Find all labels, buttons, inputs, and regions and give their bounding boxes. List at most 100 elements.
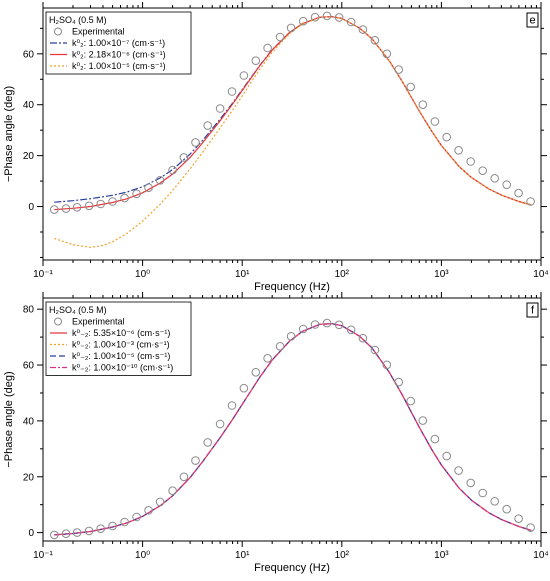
data-point <box>394 377 404 387</box>
data-point <box>370 36 380 45</box>
data-point <box>61 204 71 213</box>
x-tick-label: 10¹ <box>235 550 250 561</box>
data-point <box>418 416 428 425</box>
data-point <box>215 104 225 113</box>
data-point <box>298 16 308 26</box>
data-point <box>334 13 344 22</box>
panel-label-box <box>526 12 539 28</box>
panel-label-box <box>526 302 539 318</box>
legend-box <box>45 301 192 376</box>
legend-box <box>45 11 192 75</box>
x-tick-label: 10⁰ <box>135 550 150 561</box>
data-point <box>406 82 416 92</box>
legend-label: k⁰₂: 1.00×10⁻⁵ (cm·s⁻¹) <box>72 61 166 71</box>
data-point <box>466 157 476 166</box>
y-axis-label: −Phase angle (deg) <box>3 371 15 467</box>
data-point <box>263 354 272 363</box>
panel-f: 10⁻¹ 10⁰ 10¹ 10² 10³ 10⁴ 0 20 40 60 80 Frequency (H… <box>3 292 549 574</box>
data-point <box>179 472 189 482</box>
data-point <box>227 87 237 96</box>
legend-title: H₂SO₄ (0.5 M) <box>49 305 107 315</box>
experimental-points <box>50 318 535 540</box>
plot-frame <box>42 7 542 261</box>
data-point <box>50 530 59 540</box>
data-point <box>310 12 320 22</box>
data-point <box>120 193 129 203</box>
data-point <box>263 43 272 53</box>
data-point <box>502 180 512 189</box>
experimental-points <box>50 11 535 214</box>
data-point <box>442 132 452 142</box>
data-point <box>239 71 249 80</box>
x-tick-label: 10² <box>335 269 350 280</box>
data-point <box>322 11 332 21</box>
data-point <box>406 396 416 406</box>
data-point <box>191 138 200 147</box>
data-point <box>526 197 535 206</box>
y-tick-label: 60 <box>23 361 35 372</box>
legend-label: k⁰₂: 1.00×10⁻⁷ (cm·s⁻¹) <box>72 38 165 48</box>
data-point <box>251 56 261 66</box>
data-point <box>370 345 380 355</box>
data-point <box>310 320 320 329</box>
x-tick-label: 10³ <box>434 550 449 561</box>
data-point <box>514 188 523 198</box>
data-point <box>168 165 177 175</box>
x-tick-label: 10⁰ <box>135 269 150 280</box>
legend-title: H₂SO₄ (0.5 M) <box>49 15 107 25</box>
data-point <box>72 528 82 537</box>
data-point <box>275 342 285 351</box>
data-point <box>84 201 94 211</box>
data-point <box>61 529 71 539</box>
data-point <box>358 333 368 343</box>
x-axis-label: Frequency (Hz) <box>254 562 330 574</box>
x-tick-label: 10⁻¹ <box>33 269 53 280</box>
data-point <box>203 438 212 447</box>
data-point <box>286 332 296 341</box>
y-tick-label: 20 <box>23 472 35 483</box>
data-point <box>191 456 200 465</box>
series-line <box>54 323 532 536</box>
y-tick-label: 40 <box>23 100 35 111</box>
data-point <box>346 17 356 27</box>
data-point <box>239 383 249 393</box>
data-point <box>155 176 165 185</box>
plot-frame <box>42 297 542 542</box>
data-point <box>108 197 117 206</box>
data-point <box>430 434 440 444</box>
x-tick-label: 10¹ <box>235 269 250 280</box>
data-point <box>358 25 368 34</box>
y-tick-label: 20 <box>23 151 35 162</box>
data-point <box>275 32 285 42</box>
data-point <box>382 49 392 59</box>
data-point <box>84 526 94 536</box>
data-point <box>96 524 105 534</box>
y-tick-label: 0 <box>28 202 34 213</box>
data-point <box>466 478 476 488</box>
x-tick-label: 10⁻¹ <box>33 550 53 561</box>
data-point <box>203 121 212 130</box>
data-point <box>120 517 129 527</box>
data-point <box>430 117 440 126</box>
legend-marker <box>54 317 62 326</box>
panel-label: f <box>531 305 535 317</box>
data-point <box>394 65 404 74</box>
data-point <box>454 466 463 475</box>
data-point <box>227 401 237 410</box>
x-tick-label: 10³ <box>434 269 449 280</box>
data-point <box>144 183 153 192</box>
y-axis-label: −Phase angle (deg) <box>3 86 15 182</box>
legend-label: k⁰₋₂: 5.35×10⁻⁶ (cm·s⁻¹) <box>72 328 170 338</box>
x-tick-label: 10² <box>335 550 350 561</box>
data-point <box>526 523 535 532</box>
data-point <box>286 23 296 33</box>
data-point <box>108 521 117 531</box>
data-point <box>298 324 308 334</box>
data-point <box>132 189 141 199</box>
data-point <box>251 368 261 377</box>
data-point <box>346 325 356 335</box>
y-tick-label: 0 <box>28 528 34 539</box>
panel-label: e <box>529 15 535 27</box>
